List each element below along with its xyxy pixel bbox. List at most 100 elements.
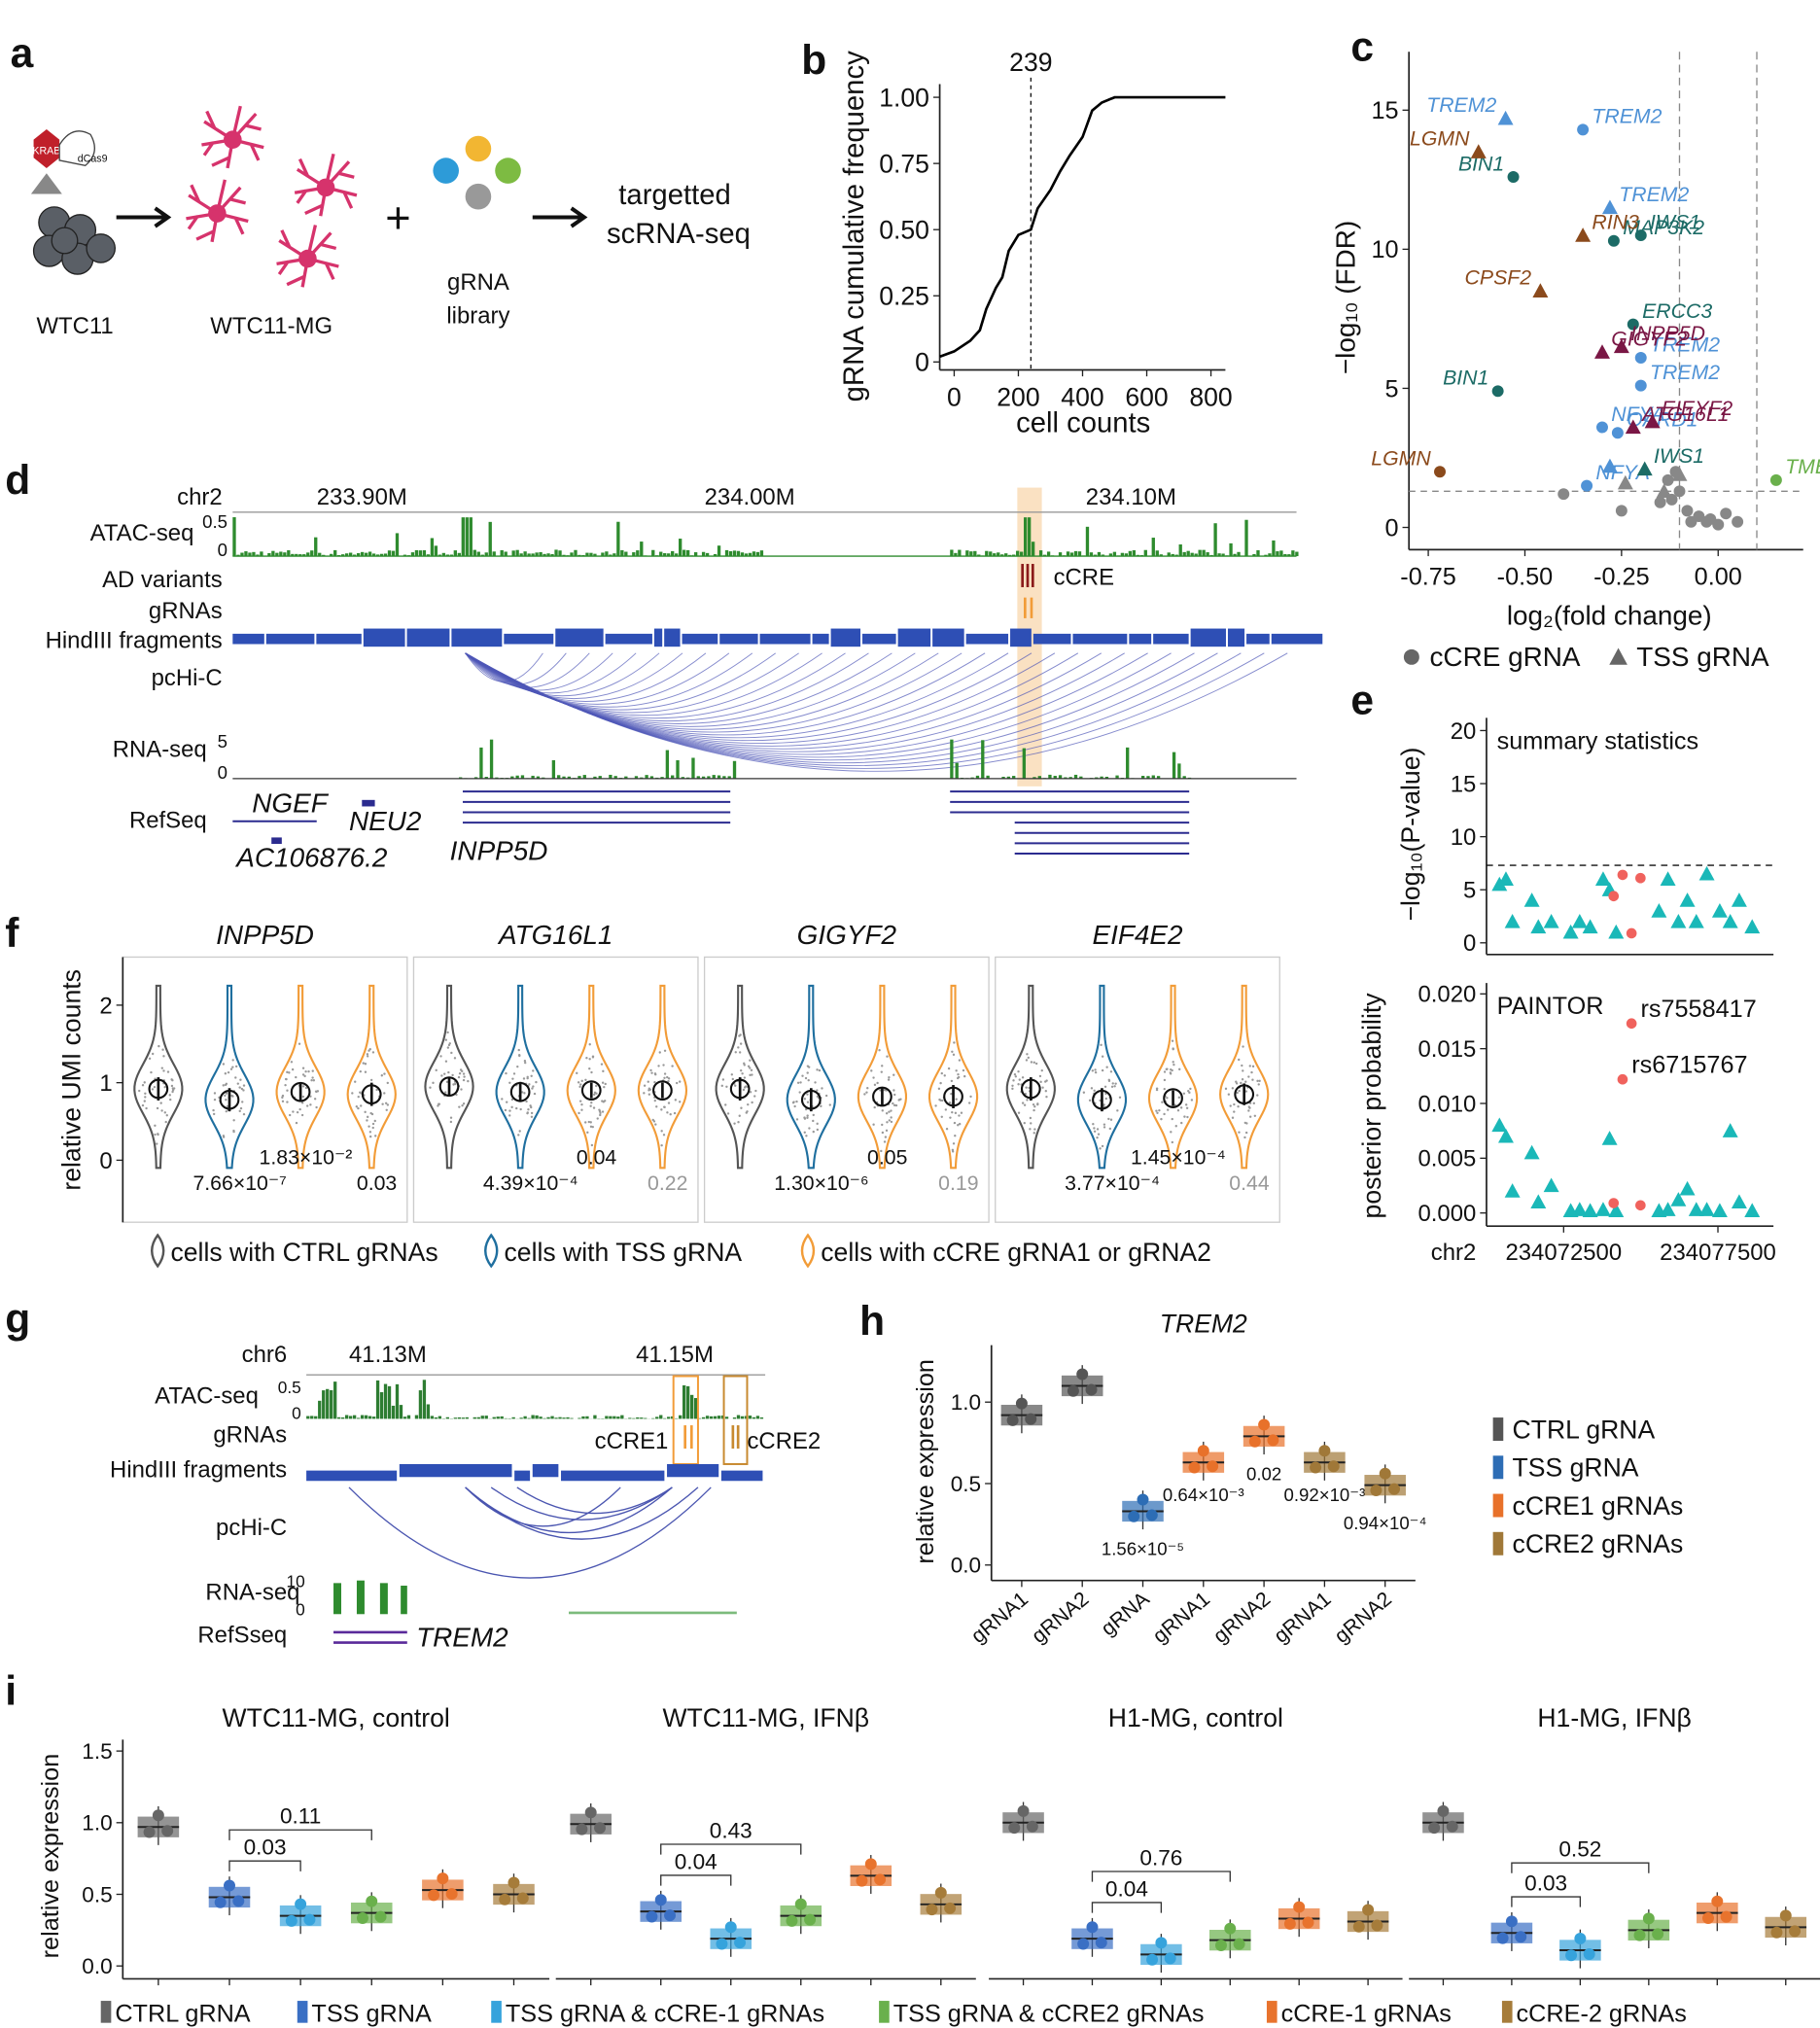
rna-peak — [1100, 776, 1103, 779]
cell-dot — [506, 1101, 508, 1103]
cell-dot — [1165, 1067, 1168, 1071]
cell-dot — [1038, 1074, 1042, 1078]
atac-peak — [542, 1417, 546, 1419]
cell-dot — [754, 1089, 757, 1093]
point — [1769, 473, 1782, 486]
atac-peak — [689, 1394, 694, 1419]
track-label: AD variants — [102, 567, 223, 593]
position-label: 234.00M — [705, 484, 795, 510]
panel-label: c — [1350, 24, 1374, 71]
replicate-dot — [1025, 1413, 1037, 1425]
cell-dot — [312, 1079, 316, 1082]
fragment — [605, 633, 652, 645]
cell-dot — [1029, 1128, 1032, 1131]
point — [1634, 379, 1647, 392]
cell-dot — [451, 1073, 454, 1077]
legend-label: cCRE-1 gRNAs — [1281, 2000, 1452, 2027]
atac-peak — [1279, 550, 1283, 557]
cell-dot — [588, 1043, 591, 1046]
fragment — [932, 628, 964, 647]
atac-peak — [609, 554, 612, 557]
point — [1670, 913, 1687, 928]
atac-peak — [640, 542, 644, 557]
cell-dot — [1252, 1101, 1256, 1105]
cell-dot — [355, 1104, 359, 1108]
atac-peak — [989, 551, 993, 557]
atac-peak — [958, 549, 962, 557]
atac-peak — [562, 1417, 566, 1419]
cell-dot — [512, 1072, 516, 1075]
cell-dot — [448, 1042, 451, 1045]
cell-dot — [504, 1108, 508, 1112]
point — [1594, 1202, 1611, 1216]
fragment — [1129, 633, 1152, 645]
p-value-label: 0.04 — [675, 1849, 718, 1873]
x-tick-label: 600 — [1125, 383, 1168, 412]
cell-dot — [366, 1055, 369, 1058]
point-label: RIN3 — [1592, 210, 1639, 233]
cell-dot — [1238, 1089, 1241, 1093]
cell-dot — [1244, 1131, 1248, 1135]
atac-peak — [248, 552, 252, 557]
rna-peak — [613, 776, 617, 779]
point — [1562, 924, 1579, 939]
cell-dot — [958, 1114, 961, 1117]
cell-dot — [1103, 1085, 1107, 1088]
replicate-dot — [1207, 1460, 1219, 1473]
cell-dot — [519, 1107, 522, 1111]
cell-dot — [660, 1130, 663, 1133]
cell-dot — [796, 1081, 800, 1084]
cell-dot — [310, 1079, 313, 1082]
point — [1594, 344, 1610, 359]
cell-dot — [170, 1078, 173, 1081]
cell-dot — [793, 1104, 796, 1108]
atac-peak — [1252, 553, 1256, 557]
atac-peak — [693, 552, 698, 557]
atac-peak — [651, 549, 655, 557]
panel-label: h — [859, 1298, 885, 1345]
cell-dot — [435, 1068, 438, 1072]
cell-dot — [596, 1117, 599, 1120]
cell-dot — [242, 1112, 246, 1116]
point — [1523, 892, 1540, 907]
atac-peak — [426, 554, 431, 557]
replicate-dot — [874, 1873, 887, 1886]
cell-dot — [816, 1122, 819, 1126]
cell-dot — [532, 1085, 535, 1088]
atac-peak — [379, 1392, 384, 1419]
cell-dot — [753, 1095, 756, 1098]
cell-dot — [1241, 1064, 1243, 1067]
cell-dot — [956, 1076, 960, 1080]
atac-peak — [453, 1417, 457, 1419]
cell-dot — [591, 1125, 594, 1129]
cell-dot — [303, 1074, 306, 1078]
atac-peak — [531, 553, 535, 557]
atac-peak — [395, 1383, 400, 1419]
replicate-dot — [786, 1914, 798, 1927]
cell-dot — [1238, 1058, 1241, 1062]
atac-peak — [341, 1416, 345, 1419]
p-value-label: 0.11 — [280, 1804, 321, 1829]
cell-dot — [222, 1063, 226, 1066]
rna-peak — [1140, 776, 1145, 779]
replicate-dot — [1146, 1953, 1159, 1966]
y-axis-title: −log₁₀(P-value) — [1396, 748, 1425, 922]
panel-frame — [995, 956, 1280, 1223]
rna-peak — [712, 775, 716, 779]
ccre-label: cCRE2 — [747, 1428, 821, 1454]
cell-dot — [1036, 1102, 1039, 1105]
replicate-dot — [1779, 1909, 1792, 1922]
grna — [1030, 597, 1033, 618]
cell-dot — [743, 1086, 747, 1089]
cell-dot — [508, 1081, 511, 1084]
position-label: 234.10M — [1086, 484, 1176, 510]
cell-dot — [584, 1078, 587, 1081]
cell-dot — [1167, 1108, 1170, 1111]
atac-peak — [318, 552, 322, 557]
atac-peak — [550, 553, 554, 557]
panel-label: e — [1350, 677, 1374, 723]
cell-dot — [1251, 1078, 1254, 1081]
cell-dot — [940, 1115, 943, 1118]
cell-dot — [888, 1110, 891, 1113]
atac-peak — [1167, 552, 1171, 557]
